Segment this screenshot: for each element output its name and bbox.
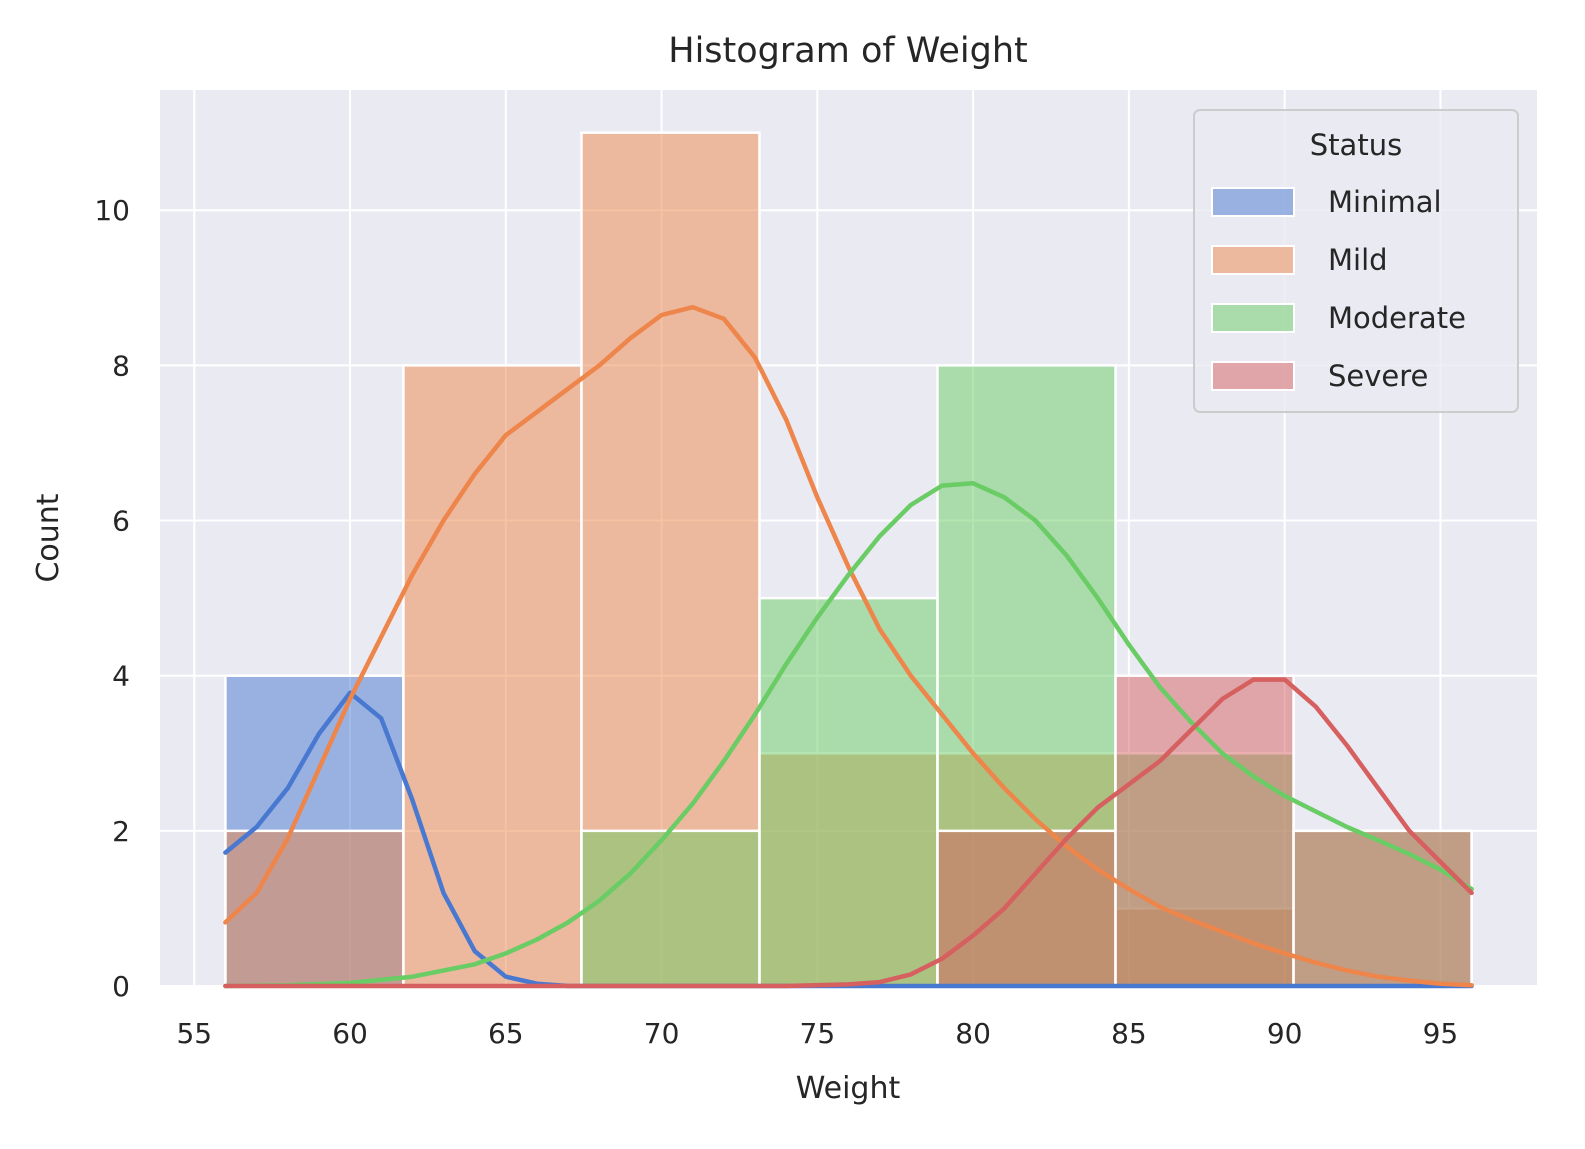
- chart-title: Histogram of Weight: [668, 31, 1028, 71]
- x-tick-label: 65: [488, 1017, 524, 1050]
- y-axis-label: Count: [31, 493, 66, 582]
- legend-swatch-severe: [1211, 361, 1295, 391]
- kde-line-severe: [223, 677, 1474, 989]
- legend-label-mild: Mild: [1328, 243, 1388, 277]
- x-tick-label: 80: [955, 1017, 991, 1050]
- kde-curves: [223, 304, 1474, 989]
- legend-frame: [1193, 109, 1519, 413]
- x-axis-label: Weight: [796, 1071, 901, 1106]
- legend-label-severe: Severe: [1328, 359, 1428, 393]
- y-tick-label: 6: [112, 505, 130, 538]
- legend-label-moderate: Moderate: [1328, 301, 1466, 335]
- y-tick-label: 10: [94, 194, 130, 227]
- legend-title: Status: [1310, 128, 1402, 162]
- legend-label-minimal: Minimal: [1328, 185, 1442, 219]
- x-tick-label: 85: [1111, 1017, 1147, 1050]
- bar-moderate: [758, 596, 939, 988]
- bar-severe: [1114, 674, 1295, 988]
- y-tick-label: 8: [112, 349, 130, 382]
- x-tick-labels: 55 60 65 70 75 80 85 90 95: [176, 1017, 1458, 1050]
- x-tick-label: 90: [1267, 1017, 1303, 1050]
- y-tick-labels: 0 2 4 6 8 10: [94, 194, 130, 1003]
- bar-moderate: [580, 829, 761, 988]
- y-tick-label: 0: [112, 970, 130, 1003]
- bar-severe: [1292, 829, 1473, 988]
- x-tick-label: 60: [332, 1017, 368, 1050]
- bar-mild: [402, 364, 583, 988]
- legend-swatch-moderate: [1211, 303, 1295, 333]
- legend: Status Minimal Mild Moderate Severe: [1193, 109, 1519, 413]
- kde-line-moderate: [223, 481, 1474, 989]
- x-tick-label: 75: [800, 1017, 836, 1050]
- bar-severe: [936, 829, 1117, 988]
- kde-line-minimal: [223, 690, 1474, 989]
- legend-entries: Minimal Mild Moderate Severe: [1211, 185, 1466, 393]
- y-tick-label: 4: [112, 660, 130, 693]
- y-tick-label: 2: [112, 815, 130, 848]
- histogram-bars: [224, 131, 1473, 988]
- legend-swatch-minimal: [1211, 187, 1295, 217]
- x-tick-label: 70: [644, 1017, 680, 1050]
- legend-swatch-mild: [1211, 245, 1295, 275]
- bar-mild: [224, 829, 405, 988]
- kde-line-mild: [223, 304, 1474, 988]
- x-tick-label: 95: [1423, 1017, 1459, 1050]
- x-tick-label: 55: [176, 1017, 212, 1050]
